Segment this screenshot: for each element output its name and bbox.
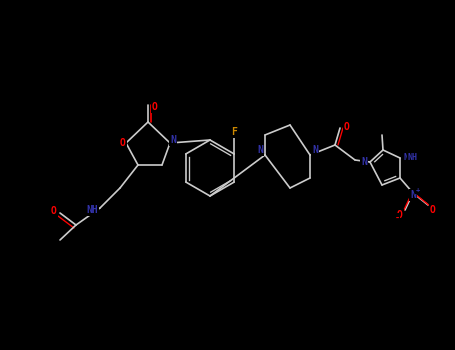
Text: O: O (51, 206, 57, 216)
Text: +: + (416, 187, 420, 193)
Text: N: N (257, 145, 263, 155)
Text: O: O (152, 102, 158, 112)
Text: F: F (231, 127, 237, 137)
Text: O: O (397, 210, 403, 220)
Text: N: N (170, 135, 176, 145)
Text: NH: NH (408, 154, 418, 162)
Text: N: N (312, 145, 318, 155)
Text: N: N (361, 157, 367, 167)
Text: N: N (410, 190, 416, 200)
Text: -: - (394, 214, 399, 223)
Text: O: O (344, 122, 350, 132)
Text: NH: NH (86, 205, 98, 215)
Text: O: O (120, 138, 126, 148)
Text: O: O (430, 205, 436, 215)
Text: N: N (404, 154, 409, 162)
